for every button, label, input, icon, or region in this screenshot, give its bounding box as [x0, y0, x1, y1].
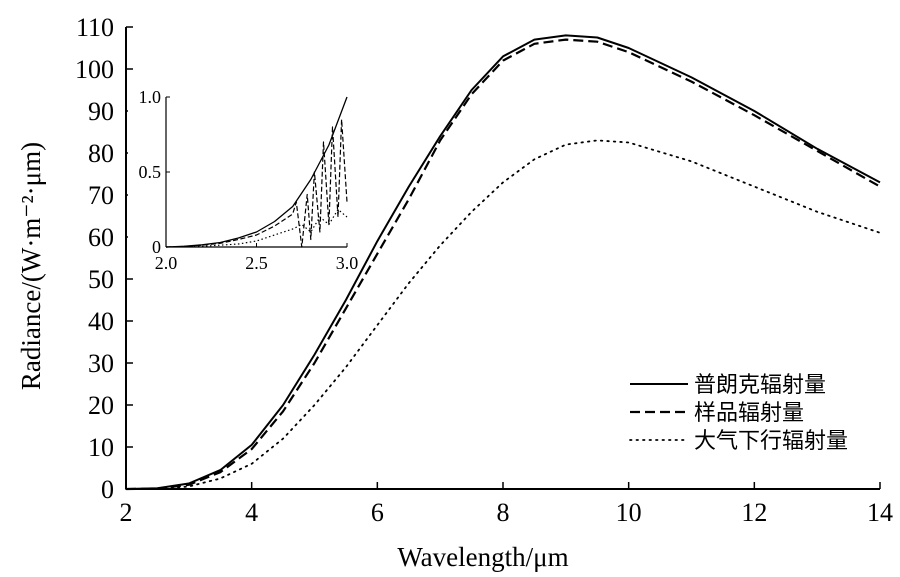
- inset-chart: 0 0.5 1.0 2.0 2.5 3.0: [128, 85, 358, 277]
- y-tick-label: 110: [76, 13, 114, 42]
- y-tick-label: 60: [88, 223, 114, 252]
- y-tick-label: 50: [88, 265, 114, 294]
- inset-y-tick-label: 0.5: [139, 162, 162, 182]
- y-tick-label: 40: [88, 307, 114, 336]
- legend-label: 普朗克辐射量: [694, 373, 826, 398]
- legend-label: 样品辐射量: [694, 401, 804, 426]
- x-tick-label: 8: [497, 498, 510, 527]
- y-axis-label: Radiance/(W·m⁻²·μm): [16, 142, 46, 390]
- series-line-solid: [125, 34, 881, 490]
- series-line-dotted: [125, 139, 881, 490]
- inset-series: [165, 96, 348, 248]
- inset-axes: 0 0.5 1.0 2.0 2.5 3.0: [128, 85, 358, 277]
- y-tick-label: 0: [101, 475, 114, 504]
- y-tick-label: 90: [88, 97, 114, 126]
- inset-y-tick-label: 0: [152, 237, 161, 257]
- inset-x-tick-label: 2.5: [245, 253, 268, 273]
- x-tick-label: 10: [616, 498, 642, 527]
- inset-x-tick-label: 2.0: [155, 253, 178, 273]
- inset-y-tick-label: 1.0: [139, 87, 162, 107]
- legend-entry: 普朗克辐射量: [630, 373, 826, 398]
- legend-entry: 样品辐射量: [630, 401, 804, 426]
- x-tick-label: 14: [867, 498, 893, 527]
- y-tick-label: 10: [88, 433, 114, 462]
- y-tick-label: 70: [88, 181, 114, 210]
- legend-entry: 大气下行辐射量: [629, 429, 848, 454]
- x-tick-label: 2: [120, 498, 133, 527]
- y-tick-label: 20: [88, 391, 114, 420]
- legend: 普朗克辐射量 样品辐射量 大气下行辐射量: [629, 373, 848, 454]
- y-tick-label: 80: [88, 139, 114, 168]
- inset-x-tick-label: 3.0: [336, 253, 359, 273]
- series-line-dashed: [125, 38, 881, 491]
- x-axis-label: Wavelength/μm: [397, 542, 568, 572]
- y-tick-label: 30: [88, 349, 114, 378]
- inset-background: [128, 85, 357, 277]
- x-tick-label: 4: [245, 498, 258, 527]
- legend-label: 大气下行辐射量: [694, 429, 848, 454]
- main-axes: 0 10 20 30 40 50 60 70 80 90 100 110 2 4 6 8 10 12 14: [75, 13, 893, 527]
- x-tick-label: 6: [371, 498, 384, 527]
- main-series: [125, 34, 881, 491]
- inset-series-line-dashed: [165, 118, 348, 248]
- x-tick-label: 12: [741, 498, 767, 527]
- y-tick-label: 100: [75, 55, 114, 84]
